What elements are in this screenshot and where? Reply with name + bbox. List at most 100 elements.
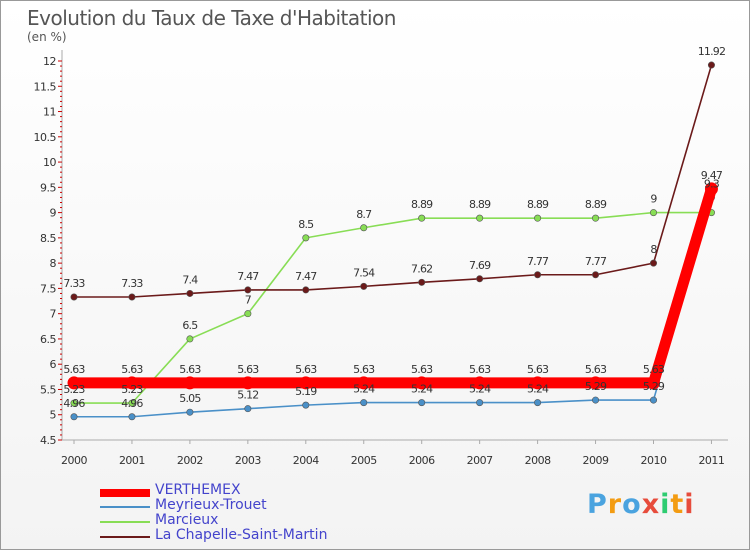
chart-title: Evolution du Taux de Taxe d'Habitation	[27, 6, 396, 30]
data-point	[302, 234, 310, 242]
y-tick-label: 8.5	[40, 232, 56, 245]
data-label: 5.63	[585, 363, 607, 376]
data-point	[649, 259, 657, 267]
data-point	[360, 399, 368, 407]
data-point	[125, 376, 139, 390]
data-label: 5.63	[527, 363, 549, 376]
y-tick-label: 4.5	[40, 434, 56, 447]
data-point	[476, 399, 484, 407]
x-tick-label: 2011	[698, 454, 724, 467]
x-tick-label: 2006	[409, 454, 435, 467]
data-label: 5.29	[643, 380, 665, 393]
data-label: 8.89	[469, 198, 491, 211]
data-point	[186, 335, 194, 343]
data-point	[647, 376, 660, 390]
data-label: 5.19	[295, 385, 317, 398]
data-label: 7.33	[121, 277, 143, 290]
legend-label: VERTHEMEX	[155, 482, 241, 498]
y-tick-label: 7.5	[40, 282, 56, 295]
series-line-marcieux	[74, 211, 712, 404]
y-tick-label: 8	[50, 257, 57, 270]
x-tick-label: 2009	[583, 454, 609, 467]
y-tick-label: 5	[50, 409, 57, 422]
series-line-verthemex	[74, 187, 717, 389]
data-label: 8	[650, 243, 657, 256]
y-tick-label: 6	[50, 358, 57, 371]
data-point	[67, 376, 81, 390]
data-point	[244, 286, 252, 294]
data-label: 5.23	[121, 383, 143, 396]
data-label: 9.47	[701, 169, 723, 182]
data-label: 4.96	[121, 397, 143, 410]
data-point	[241, 376, 255, 390]
data-label: 9	[650, 193, 657, 206]
data-label: 8.89	[411, 198, 433, 211]
y-tick-label: 5.5	[40, 383, 56, 396]
legend-label: La Chapelle-Saint-Martin	[155, 527, 328, 543]
series-line-meyrieux-trouet	[74, 197, 713, 418]
x-tick-label: 2000	[61, 454, 87, 467]
data-point	[183, 376, 197, 390]
data-point	[415, 376, 429, 390]
y-tick-label: 11	[43, 106, 56, 119]
legend-label: Meyrieux-Trouet	[155, 497, 267, 513]
data-point	[418, 278, 426, 286]
y-tick-label: 12	[43, 55, 56, 68]
legend-swatch	[100, 489, 150, 497]
data-point	[128, 293, 136, 301]
y-tick-label: 7	[50, 308, 57, 321]
data-point	[128, 399, 136, 407]
data-point	[186, 289, 194, 297]
data-point	[476, 275, 484, 283]
data-point	[534, 399, 542, 407]
y-tick-label: 9.5	[40, 181, 56, 194]
data-label: 5.63	[643, 363, 665, 376]
legend-swatch	[100, 521, 150, 523]
data-point	[302, 401, 310, 409]
data-point	[589, 376, 603, 390]
data-point	[592, 396, 600, 404]
data-label: 8.7	[356, 208, 372, 221]
data-label: 7.4	[182, 273, 198, 286]
data-label: 5.12	[237, 389, 258, 402]
data-point	[418, 399, 426, 407]
data-point	[357, 376, 371, 390]
y-tick-label: 10.5	[34, 131, 57, 144]
data-point	[186, 408, 194, 416]
data-label: 6.5	[182, 319, 198, 332]
data-label: 9.3	[704, 177, 720, 190]
y-tick-label: 10	[43, 156, 56, 169]
data-label: 5.24	[527, 383, 549, 396]
data-label: 7.54	[353, 266, 375, 279]
data-point	[244, 405, 252, 413]
data-label: 5.63	[411, 363, 433, 376]
x-tick-label: 2003	[235, 454, 261, 467]
data-point	[534, 214, 542, 222]
proxiti-logo: Proxiti	[587, 489, 695, 520]
data-point	[244, 310, 252, 318]
y-tick-label: 9	[50, 207, 57, 220]
data-point	[592, 214, 600, 222]
data-label: 5.63	[237, 363, 259, 376]
data-label: 7.62	[411, 262, 432, 275]
data-point	[360, 224, 368, 232]
data-point	[707, 61, 715, 69]
data-label: 5.24	[469, 383, 491, 396]
data-point	[649, 396, 657, 404]
data-label: 7.47	[295, 270, 317, 283]
x-tick-label: 2002	[177, 454, 203, 467]
data-point	[360, 282, 368, 290]
data-label: 5.63	[469, 363, 491, 376]
legend-swatch	[100, 536, 150, 538]
x-tick-label: 2004	[293, 454, 319, 467]
data-label: 7.77	[527, 255, 549, 268]
y-tick-label: 6.5	[40, 333, 56, 346]
x-tick-label: 2007	[467, 454, 493, 467]
data-label: 4.96	[63, 397, 85, 410]
data-label: 5.63	[63, 363, 85, 376]
data-point	[592, 271, 600, 279]
data-label: 7	[245, 294, 252, 307]
x-tick-label: 2001	[119, 454, 145, 467]
